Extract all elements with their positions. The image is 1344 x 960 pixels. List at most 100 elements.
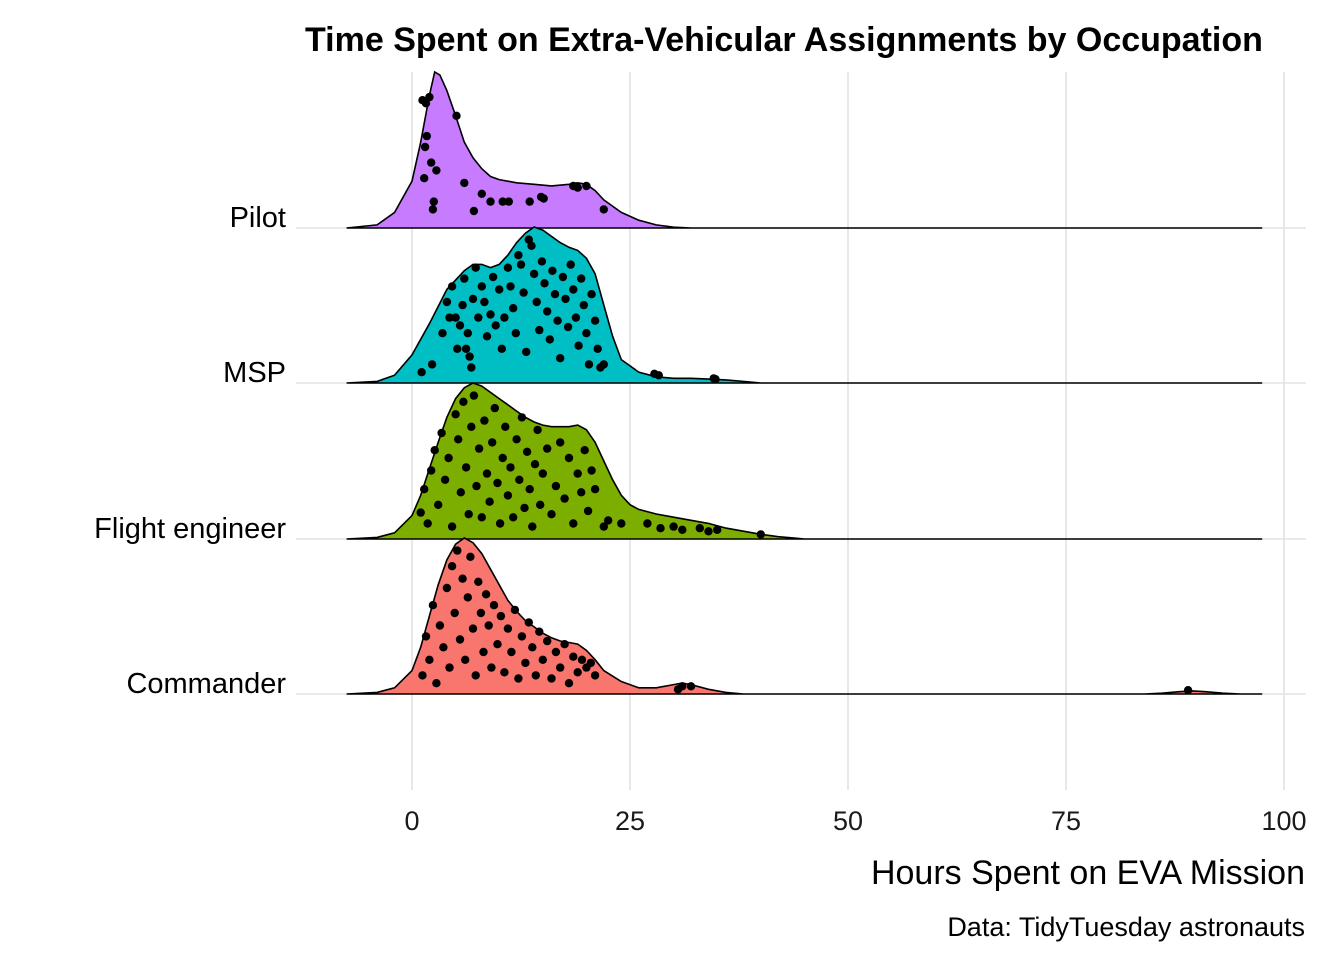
- point-msp-51: [566, 260, 575, 269]
- point-commander-2: [425, 655, 434, 664]
- point-commander-21: [479, 647, 488, 657]
- point-msp-46: [553, 316, 562, 325]
- point-flight-engineer-30: [503, 491, 513, 500]
- point-flight-engineer-65: [704, 527, 713, 536]
- point-flight-engineer-12: [456, 488, 465, 497]
- point-flight-engineer-31: [506, 463, 515, 472]
- point-msp-54: [574, 341, 583, 350]
- point-flight-engineer-64: [695, 524, 704, 533]
- point-flight-engineer-61: [656, 524, 665, 533]
- point-pilot-13: [477, 189, 486, 198]
- point-msp-44: [548, 266, 557, 275]
- point-commander-14: [461, 655, 470, 664]
- point-pilot-11: [460, 178, 469, 188]
- point-msp-1: [427, 360, 437, 369]
- point-flight-engineer-23: [485, 497, 494, 506]
- point-commander-36: [528, 643, 537, 652]
- point-pilot-10: [452, 111, 461, 121]
- point-commander-26: [493, 640, 502, 649]
- point-flight-engineer-57: [599, 522, 608, 531]
- x-axis-label: Hours Spent on EVA Mission: [871, 854, 1305, 892]
- point-pilot-22: [582, 181, 591, 191]
- point-commander-37: [531, 671, 540, 680]
- point-msp-18: [477, 282, 486, 291]
- point-msp-45: [550, 290, 560, 299]
- point-commander-34: [521, 658, 530, 668]
- point-msp-22: [488, 272, 498, 282]
- point-flight-engineer-40: [530, 460, 540, 469]
- point-flight-engineer-56: [590, 485, 600, 494]
- chart-caption: Data: TidyTuesday astronauts: [947, 912, 1305, 942]
- point-pilot-8: [429, 197, 438, 206]
- point-flight-engineer-13: [459, 397, 468, 406]
- point-commander-31: [510, 605, 520, 615]
- point-flight-engineer-42: [536, 500, 545, 509]
- point-flight-engineer-1: [420, 485, 429, 494]
- point-flight-engineer-63: [678, 525, 687, 534]
- point-commander-25: [489, 601, 499, 610]
- point-msp-49: [561, 294, 570, 304]
- point-flight-engineer-33: [512, 435, 521, 444]
- point-msp-9: [458, 300, 467, 310]
- point-commander-44: [560, 640, 569, 649]
- point-msp-14: [467, 363, 476, 372]
- point-msp-12: [463, 329, 472, 338]
- point-flight-engineer-22: [482, 469, 492, 478]
- point-pilot-6: [432, 166, 441, 175]
- x-tick-labels: 0 25 50 75 100: [404, 806, 1306, 836]
- point-flight-engineer-10: [451, 410, 460, 419]
- point-pilot-23: [599, 205, 608, 214]
- chart-title: Time Spent on Extra-Vehicular Assignment…: [305, 21, 1263, 59]
- density-pilot: [346, 70, 1263, 229]
- point-msp-63: [599, 360, 608, 369]
- point-flight-engineer-14: [461, 463, 471, 472]
- point-flight-engineer-46: [551, 481, 561, 491]
- point-commander-40: [543, 636, 552, 646]
- point-commander-3: [428, 601, 438, 610]
- point-pilot-3: [420, 142, 430, 152]
- point-msp-67: [711, 375, 720, 384]
- point-commander-17: [468, 624, 478, 633]
- point-msp-55: [577, 274, 586, 283]
- point-msp-43: [545, 335, 554, 344]
- point-commander-23: [484, 621, 493, 630]
- point-flight-engineer-59: [617, 519, 626, 528]
- point-commander-22: [481, 590, 491, 599]
- point-msp-13: [465, 352, 474, 361]
- category-label-msp: MSP: [223, 357, 286, 389]
- x-tick-75: 75: [1051, 806, 1081, 836]
- point-msp-58: [584, 360, 594, 369]
- point-msp-34: [522, 347, 531, 357]
- point-commander-19: [474, 577, 483, 586]
- x-tick-100: 100: [1261, 806, 1306, 836]
- ridges: [346, 70, 1263, 695]
- point-flight-engineer-3: [427, 466, 436, 475]
- point-commander-18: [471, 671, 480, 680]
- point-msp-42: [543, 307, 552, 316]
- point-flight-engineer-27: [495, 519, 505, 528]
- point-flight-engineer-32: [509, 513, 518, 522]
- point-msp-57: [582, 329, 591, 338]
- point-msp-60: [590, 316, 600, 325]
- point-msp-37: [529, 269, 539, 279]
- point-msp-38: [532, 297, 541, 307]
- category-labels: Pilot MSP Flight engineer Commander: [94, 202, 286, 700]
- point-commander-24: [487, 663, 496, 672]
- point-flight-engineer-47: [556, 438, 565, 447]
- ridge-flight-engineer: [346, 382, 1263, 540]
- point-flight-engineer-43: [538, 469, 547, 478]
- point-msp-4: [445, 313, 454, 322]
- point-flight-engineer-19: [474, 444, 484, 453]
- point-commander-50: [586, 658, 595, 668]
- point-commander-28: [500, 668, 509, 677]
- point-flight-engineer-34: [515, 475, 524, 484]
- point-flight-engineer-58: [604, 516, 613, 525]
- point-msp-53: [571, 313, 581, 322]
- point-pilot-9: [422, 131, 431, 141]
- point-msp-11: [461, 344, 471, 353]
- point-msp-17: [474, 313, 483, 322]
- point-flight-engineer-35: [517, 413, 527, 422]
- point-flight-engineer-67: [756, 530, 765, 539]
- point-msp-30: [511, 329, 520, 338]
- point-flight-engineer-39: [528, 522, 537, 531]
